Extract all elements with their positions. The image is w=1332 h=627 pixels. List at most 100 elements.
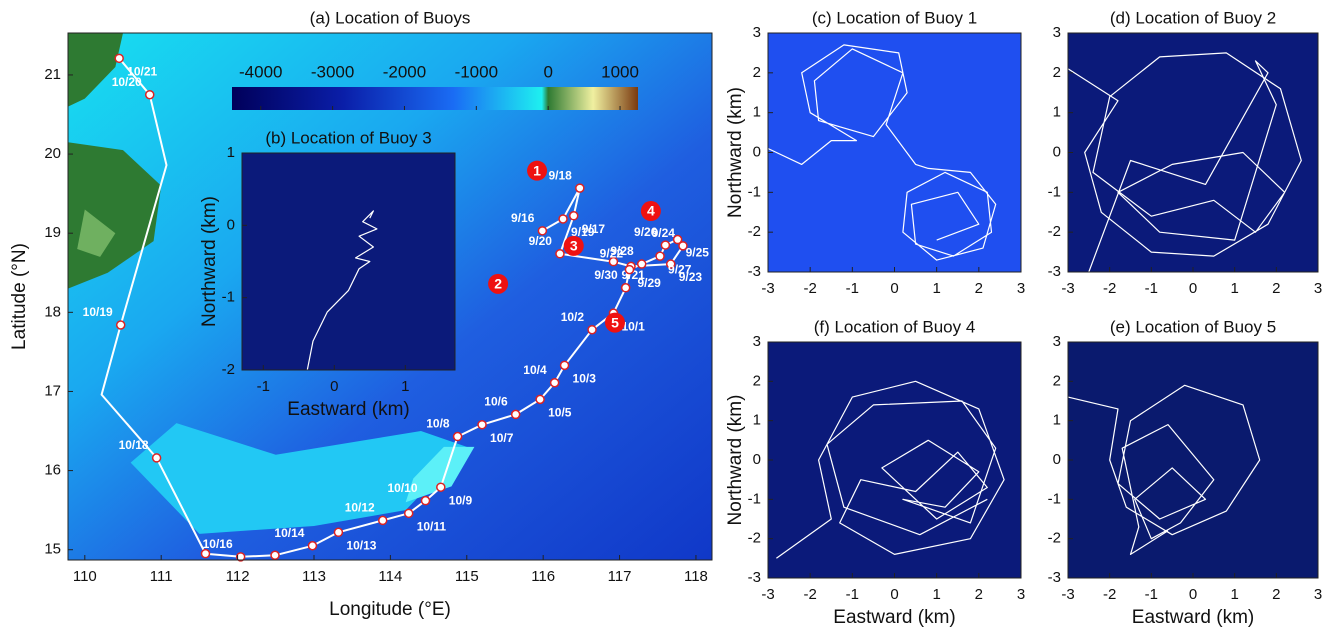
track-point <box>117 321 125 329</box>
x-tick-label: -2 <box>1103 586 1116 603</box>
y-tick-label: 19 <box>44 224 61 241</box>
x-axis-label: Eastward (km) <box>287 399 409 420</box>
x-tick-label: 2 <box>1272 586 1280 603</box>
figure: -4000-3000-2000-1000010009/169/199/189/1… <box>0 0 1332 627</box>
track-point <box>437 483 445 491</box>
y-tick-label: 3 <box>1053 333 1061 350</box>
x-tick-label: -3 <box>1061 586 1074 603</box>
track-point <box>661 241 669 249</box>
x-tick-label: -1 <box>846 586 859 603</box>
plot-background <box>1068 342 1318 578</box>
y-tick-label: -3 <box>748 263 761 280</box>
x-tick-label: 114 <box>378 568 402 585</box>
y-tick-label: 0 <box>1053 451 1061 468</box>
track-point <box>334 528 342 536</box>
x-tick-label: -3 <box>761 586 774 603</box>
track-point <box>559 215 567 223</box>
track-point <box>153 454 161 462</box>
date-label: 10/1 <box>621 319 645 333</box>
panel-title: (a) Location of Buoys <box>310 8 471 27</box>
x-tick-label: 115 <box>455 568 479 585</box>
x-tick-label: -2 <box>803 586 816 603</box>
date-label: 9/28 <box>610 244 634 258</box>
y-tick-label: -3 <box>748 569 761 586</box>
y-tick-label: 0 <box>227 216 235 233</box>
date-label: 10/14 <box>274 526 304 540</box>
buoy-label: 3 <box>570 238 578 254</box>
y-tick-label: 0 <box>753 451 761 468</box>
panel-title: (d) Location of Buoy 2 <box>1110 8 1276 27</box>
x-tick-label: 2 <box>975 280 983 297</box>
plot-background <box>242 153 455 370</box>
y-tick-label: -1 <box>222 289 235 306</box>
x-tick-label: 3 <box>1017 280 1025 297</box>
date-label: 10/6 <box>484 395 508 409</box>
track-point <box>556 250 564 258</box>
y-tick-label: 0 <box>1053 143 1061 160</box>
x-tick-label: 3 <box>1314 280 1322 297</box>
x-tick-label: 0 <box>330 378 338 395</box>
y-tick-label: -1 <box>748 490 761 507</box>
x-tick-label: 0 <box>1189 586 1197 603</box>
date-label: 10/18 <box>119 438 149 452</box>
track-point <box>576 184 584 192</box>
x-tick-label: 111 <box>150 568 173 585</box>
y-tick-label: 0 <box>753 143 761 160</box>
x-tick-label: 1 <box>932 280 940 297</box>
track-point <box>638 260 646 268</box>
y-tick-label: -3 <box>1048 263 1061 280</box>
x-tick-label: 0 <box>890 280 898 297</box>
date-label: 10/7 <box>490 431 514 445</box>
track-point <box>570 212 578 220</box>
track-point <box>422 497 430 505</box>
track-point <box>146 91 154 99</box>
track-point <box>625 266 633 274</box>
y-tick-label: 16 <box>44 462 61 479</box>
date-label: 10/21 <box>127 64 157 78</box>
buoy-label: 2 <box>494 276 502 292</box>
panel-title: (f) Location of Buoy 4 <box>814 317 976 336</box>
date-label: 9/29 <box>637 276 661 290</box>
x-tick-label: 112 <box>226 568 250 585</box>
date-label: 10/8 <box>426 417 450 431</box>
x-tick-label: 1 <box>401 378 409 395</box>
y-tick-label: -2 <box>222 361 235 378</box>
track-point <box>271 551 279 559</box>
x-tick-label: -1 <box>257 378 270 395</box>
y-tick-label: 15 <box>44 541 61 558</box>
y-tick-label: -2 <box>1048 530 1061 547</box>
y-tick-label: 18 <box>44 303 61 320</box>
x-tick-label: 117 <box>608 568 632 585</box>
track-point <box>674 236 682 244</box>
x-tick-label: 1 <box>1230 586 1238 603</box>
colorbar-tick-label: -4000 <box>239 62 282 81</box>
track-point <box>588 326 596 334</box>
x-axis-label: Longitude (°E) <box>329 599 451 620</box>
x-tick-label: -1 <box>846 280 859 297</box>
buoy-label: 4 <box>647 203 655 219</box>
x-tick-label: 118 <box>684 568 708 585</box>
y-tick-label: -2 <box>1048 223 1061 240</box>
date-label: 10/12 <box>345 501 375 515</box>
y-tick-label: 2 <box>753 64 761 81</box>
date-label: 9/20 <box>529 234 553 248</box>
x-tick-label: -3 <box>761 280 774 297</box>
track-point <box>551 379 559 387</box>
x-tick-label: 116 <box>531 568 555 585</box>
x-tick-label: 3 <box>1314 586 1322 603</box>
date-label: 9/16 <box>511 211 535 225</box>
colorbar-tick-label: 1000 <box>601 62 639 81</box>
x-tick-label: 2 <box>975 586 983 603</box>
y-tick-label: -1 <box>1048 490 1061 507</box>
x-tick-label: 1 <box>1230 280 1238 297</box>
x-tick-label: -3 <box>1061 280 1074 297</box>
colorbar-tick-label: -3000 <box>311 62 354 81</box>
buoy-label: 1 <box>533 162 541 178</box>
y-tick-label: -2 <box>748 530 761 547</box>
y-tick-label: 21 <box>44 66 61 83</box>
track-point <box>536 395 544 403</box>
x-axis-label: Eastward (km) <box>1132 607 1254 627</box>
x-tick-label: 0 <box>890 586 898 603</box>
panel-title: (b) Location of Buoy 3 <box>265 128 431 147</box>
y-tick-label: 2 <box>753 372 761 389</box>
